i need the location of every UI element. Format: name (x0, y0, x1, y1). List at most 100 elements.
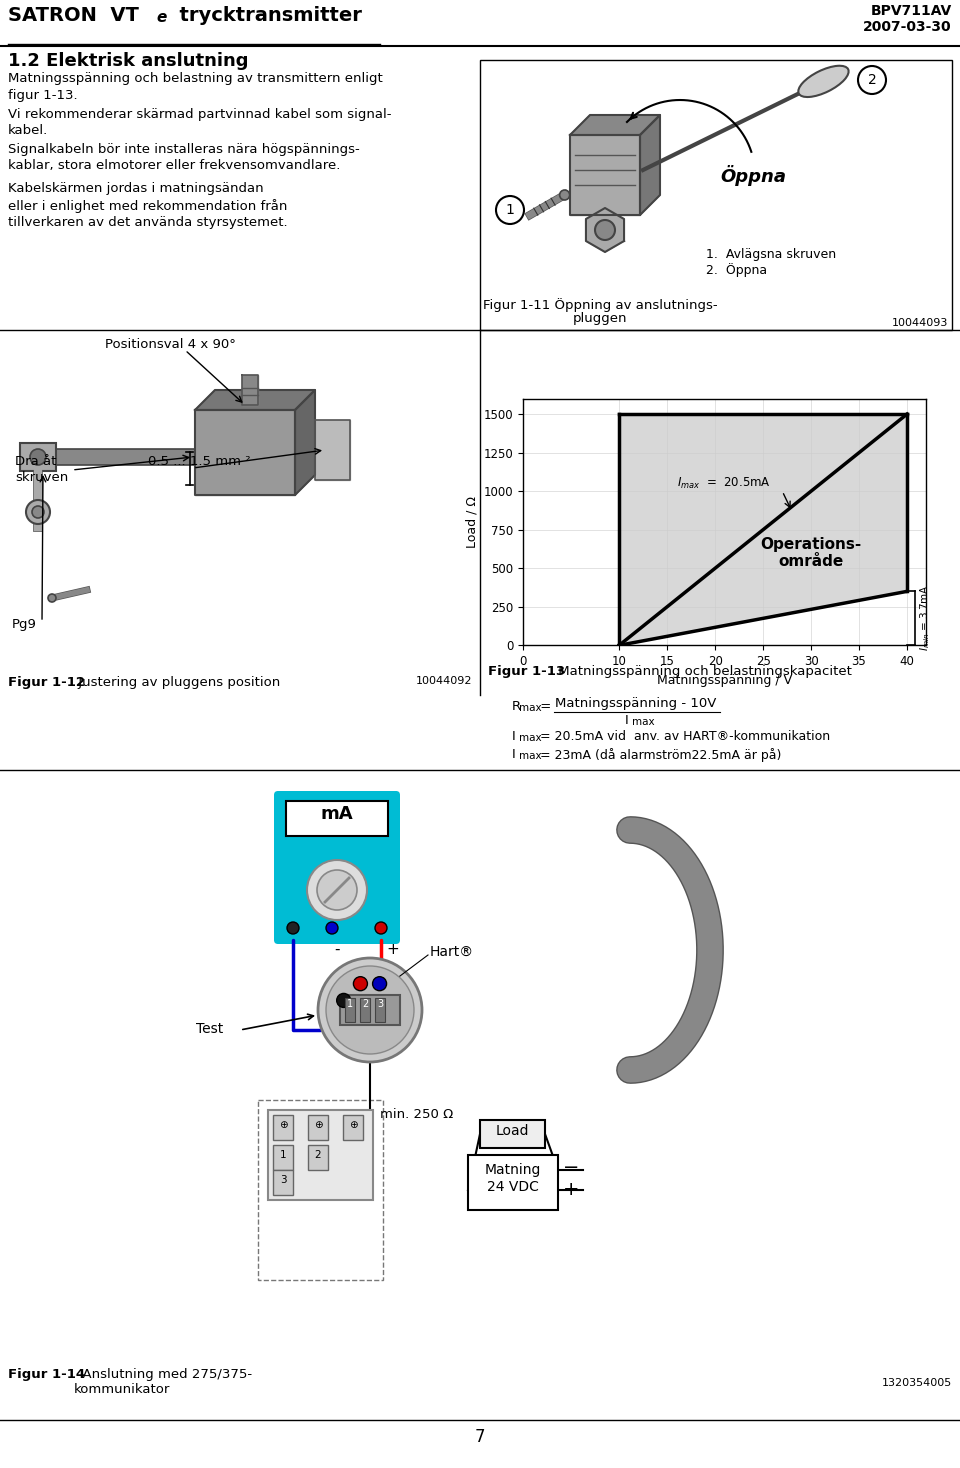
Bar (308, 1116, 328, 1141)
Polygon shape (586, 208, 624, 252)
Circle shape (30, 449, 46, 465)
Circle shape (858, 66, 886, 94)
Polygon shape (570, 115, 660, 135)
Circle shape (318, 959, 422, 1061)
Y-axis label: Load / Ω: Load / Ω (466, 496, 478, 548)
Text: 3: 3 (377, 1000, 383, 1009)
Bar (345, 998, 355, 1022)
Text: Load: Load (495, 1124, 529, 1138)
Text: R: R (512, 700, 521, 713)
Text: SATRON  VT: SATRON VT (8, 6, 139, 25)
Text: ⊕: ⊕ (278, 1120, 287, 1130)
Text: Test: Test (196, 1022, 224, 1036)
Circle shape (307, 860, 367, 920)
Circle shape (595, 220, 615, 239)
Text: max: max (632, 716, 655, 727)
Circle shape (353, 976, 368, 991)
Bar (308, 1145, 328, 1170)
Text: Figur 1-11 Öppning av anslutnings-: Figur 1-11 Öppning av anslutnings- (483, 298, 717, 313)
Bar (278, 796, 396, 940)
Circle shape (337, 994, 350, 1007)
Bar (343, 1116, 363, 1141)
Bar (480, 60, 952, 330)
Text: Matningsspänning - 10V: Matningsspänning - 10V (555, 697, 716, 711)
Circle shape (32, 506, 44, 518)
Text: = 20.5mA vid  anv. av HART®-kommunikation: = 20.5mA vid anv. av HART®-kommunikation (536, 730, 830, 743)
Bar (480, 1120, 545, 1148)
Text: 1: 1 (347, 1000, 353, 1009)
Circle shape (496, 197, 524, 225)
Text: Dra åt
skruven: Dra åt skruven (15, 455, 68, 484)
Text: Figur 1-12: Figur 1-12 (8, 675, 85, 688)
Text: max: max (519, 733, 541, 743)
Polygon shape (195, 390, 315, 410)
Bar (273, 1145, 293, 1170)
Text: min. 250 Ω: min. 250 Ω (380, 1108, 453, 1122)
Text: Operations-
område: Operations- område (760, 537, 862, 570)
Text: Signalkabeln bör inte installeras nära högspännings-
kablar, stora elmotorer ell: Signalkabeln bör inte installeras nära h… (8, 142, 360, 173)
Ellipse shape (799, 66, 849, 97)
Text: -: - (334, 942, 340, 957)
Text: Kabelskärmen jordas i matningsändan
eller i enlighet med rekommendation från
til: Kabelskärmen jordas i matningsändan elle… (8, 182, 288, 229)
Text: 2: 2 (315, 1149, 322, 1160)
Polygon shape (295, 390, 315, 495)
Polygon shape (619, 414, 907, 646)
Text: 1: 1 (279, 1149, 286, 1160)
Bar (340, 995, 400, 1025)
Bar (20, 443, 56, 471)
Text: ⊕: ⊕ (314, 1120, 323, 1130)
Circle shape (287, 922, 299, 934)
Polygon shape (315, 420, 350, 480)
Text: I: I (625, 713, 629, 727)
Text: Vi rekommenderar skärmad partvinnad kabel som signal-
kabel.: Vi rekommenderar skärmad partvinnad kabe… (8, 109, 392, 138)
Text: 2007-03-30: 2007-03-30 (863, 21, 952, 34)
Text: 10044093: 10044093 (892, 319, 948, 327)
Text: Matningsspänning och belastningskapacitet: Matningsspänning och belastningskapacite… (554, 665, 852, 678)
Bar (360, 998, 370, 1022)
Bar (258, 1100, 383, 1280)
Text: I: I (512, 749, 516, 760)
Text: 24 VDC: 24 VDC (487, 1180, 539, 1193)
Text: 2.  Öppna: 2. Öppna (706, 263, 767, 277)
Bar (273, 1116, 293, 1141)
Text: max: max (519, 752, 541, 760)
Polygon shape (640, 115, 660, 214)
Text: 1.  Avlägsna skruven: 1. Avlägsna skruven (706, 248, 836, 261)
Text: 1: 1 (506, 203, 515, 217)
Text: e: e (156, 10, 166, 25)
Circle shape (372, 976, 387, 991)
Text: 2: 2 (868, 73, 876, 87)
Text: mA: mA (321, 804, 353, 824)
Text: $I_{max}$  =  20.5mA: $I_{max}$ = 20.5mA (677, 476, 770, 490)
Text: 3: 3 (279, 1174, 286, 1185)
Bar (40, 449, 195, 465)
Text: ⊕: ⊕ (348, 1120, 357, 1130)
Text: Figur 1-14: Figur 1-14 (8, 1368, 85, 1381)
Text: trycktransmitter: trycktransmitter (166, 6, 362, 25)
Text: Figur 1-13: Figur 1-13 (488, 665, 565, 678)
Circle shape (317, 871, 357, 910)
Text: 2: 2 (362, 1000, 368, 1009)
Text: $I_{min}$ = 3.7mA: $I_{min}$ = 3.7mA (919, 584, 932, 650)
Bar (268, 1110, 373, 1199)
Text: +: + (386, 942, 398, 957)
Circle shape (375, 922, 387, 934)
Text: max: max (519, 703, 541, 713)
Text: Pg9: Pg9 (12, 618, 36, 631)
Text: Justering av pluggens position: Justering av pluggens position (74, 675, 280, 688)
FancyBboxPatch shape (274, 791, 400, 944)
Text: Positionsval 4 x 90°: Positionsval 4 x 90° (105, 338, 236, 351)
Text: +: + (563, 1180, 580, 1199)
Bar (273, 1170, 293, 1195)
Circle shape (48, 595, 56, 602)
Circle shape (326, 922, 338, 934)
Bar (286, 802, 388, 835)
Text: BPV711AV: BPV711AV (871, 4, 952, 18)
Text: Hart®: Hart® (430, 945, 474, 959)
Polygon shape (242, 374, 258, 405)
Text: Matning: Matning (485, 1163, 541, 1177)
X-axis label: Matningsspänning / V: Matningsspänning / V (658, 674, 792, 687)
Text: −: − (563, 1158, 580, 1177)
Text: 10044092: 10044092 (416, 675, 472, 686)
Text: Matningsspänning och belastning av transmittern enligt
figur 1-13.: Matningsspänning och belastning av trans… (8, 72, 383, 101)
